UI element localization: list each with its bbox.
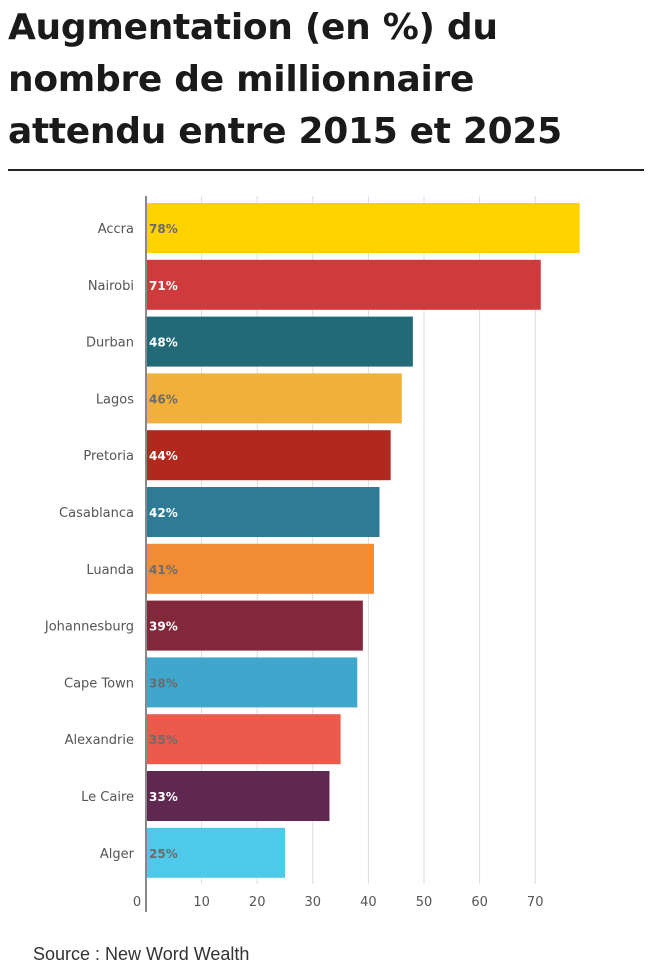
value-label-lagos: 46% — [149, 392, 178, 406]
value-label-nairobi: 71% — [149, 279, 178, 293]
category-label-cape-town: Cape Town — [64, 676, 134, 691]
value-label-luanda: 41% — [149, 563, 178, 577]
category-label-alger: Alger — [100, 847, 135, 862]
x-tick-label-60: 60 — [471, 895, 488, 910]
category-label-luanda: Luanda — [86, 563, 134, 578]
bar-lagos — [146, 373, 402, 424]
bar-luanda — [146, 543, 374, 594]
value-label-alexandrie: 35% — [149, 733, 178, 747]
value-label-johannesburg: 39% — [149, 620, 178, 634]
bar-durban — [146, 316, 413, 367]
bar-nairobi — [146, 259, 541, 310]
x-tick-label-0: 0 — [133, 895, 141, 910]
bar-chart: Accra 78% Nairobi 71% Durban 48% Lagos 46% Preto… — [0, 190, 650, 920]
x-tick-label-10: 10 — [193, 895, 210, 910]
category-label-accra: Accra — [98, 222, 134, 237]
category-label-le-caire: Le Caire — [81, 790, 134, 805]
title-divider — [8, 169, 644, 171]
value-label-accra: 78% — [149, 222, 178, 236]
bar-pretoria — [146, 430, 391, 481]
bar-johannesburg — [146, 600, 363, 651]
category-label-alexandrie: Alexandrie — [65, 733, 134, 748]
chart-title: Augmentation (en %) du nombre de million… — [8, 7, 562, 152]
bar-le-caire — [146, 771, 330, 821]
value-label-durban: 48% — [149, 336, 178, 350]
x-tick-label-20: 20 — [249, 895, 266, 910]
value-label-pretoria: 44% — [149, 449, 178, 463]
x-tick-label-70: 70 — [527, 895, 544, 910]
x-tick-label-30: 30 — [305, 895, 322, 910]
bar-casablanca — [146, 487, 380, 537]
category-label-durban: Durban — [86, 336, 134, 351]
category-label-pretoria: Pretoria — [83, 449, 134, 464]
x-tick-label-50: 50 — [416, 895, 433, 910]
value-label-alger: 25% — [149, 847, 178, 861]
bar-alexandrie — [146, 714, 341, 765]
value-label-le-caire: 33% — [149, 790, 178, 804]
bar-alger — [146, 827, 285, 878]
category-label-nairobi: Nairobi — [88, 279, 134, 294]
x-tick-label-40: 40 — [360, 895, 377, 910]
category-label-casablanca: Casablanca — [59, 506, 134, 521]
bar-cape-town — [146, 657, 358, 708]
category-label-lagos: Lagos — [96, 392, 134, 407]
bar-accra — [146, 203, 580, 253]
source-note: Source : New Word Wealth — [33, 944, 250, 964]
value-label-cape-town: 38% — [149, 676, 178, 690]
value-label-casablanca: 42% — [149, 506, 178, 520]
chart-svg: Accra 78% Nairobi 71% Durban 48% Lagos 46% Preto… — [44, 196, 580, 912]
category-label-johannesburg: Johannesburg — [44, 620, 134, 635]
